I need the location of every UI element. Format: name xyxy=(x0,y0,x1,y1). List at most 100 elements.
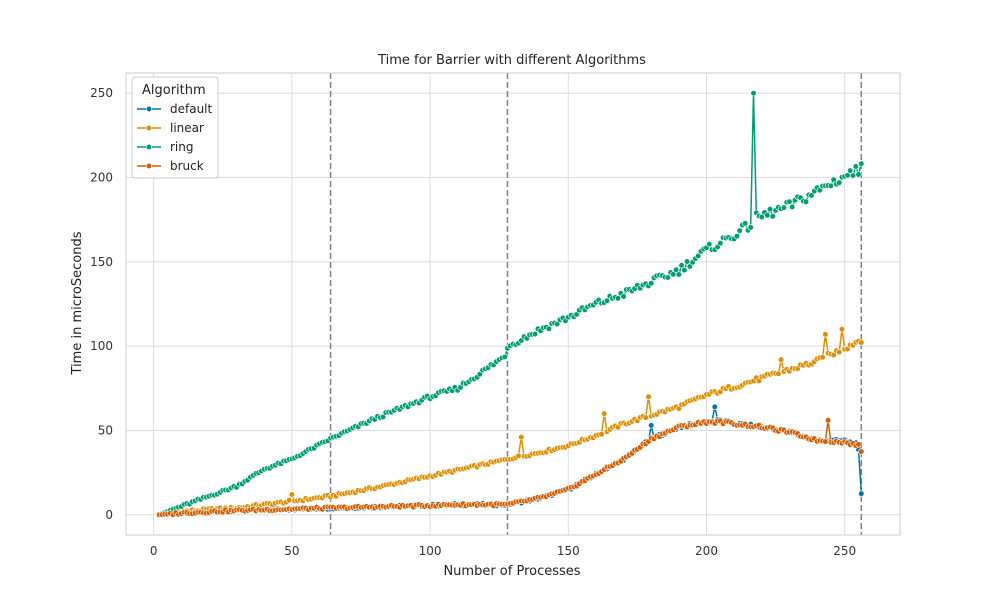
data-point-ring xyxy=(750,90,757,97)
legend-marker xyxy=(145,143,153,151)
data-point-default xyxy=(648,422,655,429)
legend-title: Algorithm xyxy=(142,83,206,98)
y-tick-label: 100 xyxy=(90,339,113,353)
data-point-linear xyxy=(286,497,293,504)
data-point-ring xyxy=(786,198,793,205)
series-bruck xyxy=(156,417,865,518)
y-tick-label: 50 xyxy=(98,423,113,437)
data-point-linear xyxy=(518,434,525,441)
data-point-bruck xyxy=(824,417,832,424)
data-point-ring xyxy=(736,227,743,234)
legend-marker xyxy=(145,105,153,113)
series-line-ring xyxy=(158,93,863,516)
vertical-reference-lines xyxy=(329,73,863,535)
series-linear xyxy=(156,326,865,518)
data-point-ring xyxy=(802,198,810,205)
data-point-linear xyxy=(755,377,763,385)
x-ticks: 0 50 100 150 200 250 xyxy=(150,544,856,558)
data-point-ring xyxy=(531,331,539,338)
data-point-ring xyxy=(858,160,865,167)
legend-box xyxy=(131,76,219,179)
x-tick-label: 100 xyxy=(419,544,442,558)
data-point-ring xyxy=(855,171,862,178)
chart-title: Time for Barrier with different Algorith… xyxy=(377,53,646,68)
data-point-bruck xyxy=(822,438,829,445)
data-point-ring xyxy=(747,224,754,231)
data-point-ring xyxy=(852,163,859,170)
data-point-linear xyxy=(822,331,829,338)
data-point-ring xyxy=(733,233,741,240)
grid xyxy=(126,73,900,535)
data-point-ring xyxy=(808,192,815,199)
data-point-ring xyxy=(769,213,776,220)
legend-item-default: default xyxy=(137,102,213,116)
data-point-ring xyxy=(849,172,857,179)
legend: Algorithm default linear ring bruck xyxy=(131,76,219,179)
legend-item-ring: ring xyxy=(137,140,194,154)
data-point-linear xyxy=(819,354,826,361)
legend-items: default linear ring bruck xyxy=(137,102,213,173)
series-layer xyxy=(156,90,865,518)
series-ring xyxy=(156,90,865,518)
data-point-bruck xyxy=(858,448,865,455)
legend-marker xyxy=(145,162,153,170)
data-point-ring xyxy=(758,213,765,221)
data-point-ring xyxy=(742,220,749,227)
data-point-linear xyxy=(288,491,296,498)
y-tick-label: 150 xyxy=(90,255,113,269)
data-point-ring xyxy=(764,212,771,219)
x-tick-label: 200 xyxy=(695,544,718,558)
data-point-ring xyxy=(695,252,702,260)
data-point-default xyxy=(711,403,718,411)
legend-label: default xyxy=(170,102,213,116)
data-point-ring xyxy=(830,176,837,183)
data-point-linear xyxy=(836,349,843,356)
data-point-ring xyxy=(648,280,655,287)
y-axis-label: Time in microSeconds xyxy=(70,231,85,375)
legend-label: linear xyxy=(170,121,204,135)
plot-frame xyxy=(125,72,901,536)
data-point-ring xyxy=(686,263,694,270)
data-point-ring xyxy=(683,258,691,265)
data-point-ring xyxy=(614,295,622,302)
data-point-ring xyxy=(789,203,796,211)
data-point-ring xyxy=(678,262,685,269)
data-point-ring xyxy=(457,384,464,391)
data-point-ring xyxy=(620,293,627,300)
data-point-ring xyxy=(664,274,671,281)
y-tick-label: 0 xyxy=(105,508,113,522)
data-point-ring xyxy=(827,182,835,189)
data-point-ring xyxy=(847,167,854,174)
x-tick-label: 250 xyxy=(833,544,856,558)
data-point-linear xyxy=(858,339,865,346)
data-point-ring xyxy=(681,267,688,274)
data-point-linear xyxy=(830,351,837,359)
y-ticks: 0 50 100 150 200 250 xyxy=(90,86,113,522)
data-point-ring xyxy=(816,187,823,194)
data-point-ring xyxy=(672,266,680,273)
y-tick-label: 250 xyxy=(90,86,113,100)
data-point-linear xyxy=(777,356,785,363)
legend-marker xyxy=(145,124,153,132)
data-point-ring xyxy=(717,240,724,247)
data-point-linear xyxy=(642,414,649,421)
data-point-ring xyxy=(554,320,561,328)
y-tick-label: 200 xyxy=(90,171,113,185)
data-point-ring xyxy=(675,271,683,278)
x-tick-label: 50 xyxy=(284,544,299,558)
legend-item-bruck: bruck xyxy=(137,159,204,173)
data-point-ring xyxy=(706,241,713,248)
data-point-linear xyxy=(598,431,605,438)
x-tick-label: 150 xyxy=(557,544,580,558)
data-point-linear xyxy=(601,410,608,417)
data-point-ring xyxy=(501,353,508,361)
legend-label: ring xyxy=(170,140,194,154)
legend-label: bruck xyxy=(170,159,204,173)
data-point-ring xyxy=(836,179,843,186)
data-point-default xyxy=(858,490,865,497)
data-point-ring xyxy=(766,206,774,213)
data-point-ring xyxy=(780,204,788,211)
data-point-bruck xyxy=(855,441,862,448)
data-point-linear xyxy=(838,326,846,333)
